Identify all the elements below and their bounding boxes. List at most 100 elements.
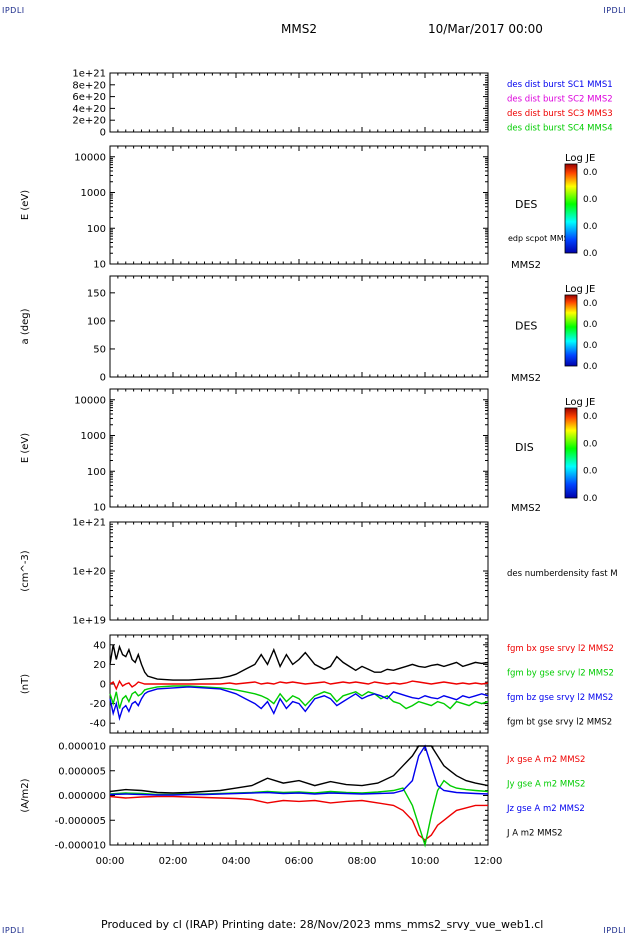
colorbar-tick-label: 0.0 <box>583 439 598 449</box>
panel-frame <box>109 275 489 378</box>
y-tick-label: 0 <box>100 373 106 384</box>
x-tick-label: 10:00 <box>411 856 440 867</box>
x-tick-label: 04:00 <box>222 856 251 867</box>
y-tick-label: -0.000010 <box>55 841 106 852</box>
instrument-label: DES <box>515 320 537 333</box>
series-line-1 <box>109 679 489 691</box>
colorbar <box>564 407 578 499</box>
y-axis-label: a (deg) <box>20 308 31 344</box>
spacecraft-label: MMS2 <box>511 503 541 514</box>
series-legend-label: Jx gse A m2 MMS2 <box>506 755 585 765</box>
y-tick-label: 10000 <box>74 395 106 406</box>
y-tick-label: -0.000005 <box>55 816 106 827</box>
corner-label-bottom-left: IPDLI <box>2 926 25 935</box>
instrument-label: DIS <box>515 441 534 454</box>
spacecraft-label: MMS2 <box>511 373 541 384</box>
colorbar <box>564 163 578 254</box>
colorbar-tick-label: 0.0 <box>583 362 598 372</box>
x-tick-label: 06:00 <box>285 856 314 867</box>
series-legend-label: fgm by gse srvy l2 MMS2 <box>507 669 614 679</box>
colorbar-tick-label: 0.0 <box>583 299 598 309</box>
overlay-label: edp scpot MMS2 <box>508 234 574 243</box>
y-tick-label: 1e+20 <box>72 567 106 578</box>
y-axis-label: (A/m2) <box>20 778 31 812</box>
y-tick-label: 100 <box>87 224 106 235</box>
series-legend-label: Jz gse A m2 MMS2 <box>506 804 585 814</box>
y-tick-label: -40 <box>90 719 106 730</box>
colorbar-tick-label: 0.0 <box>583 249 598 259</box>
y-tick-label: 150 <box>87 288 106 299</box>
panel-frame <box>109 388 489 508</box>
y-tick-label: 50 <box>93 344 106 355</box>
panel-4: 10000 1000 100 10 E (eV) DIS MMS2 Log JE 0.0 0.0 0… <box>20 388 598 514</box>
series-legend-label: fgm bz gse srvy l2 MMS2 <box>507 693 613 703</box>
panel-2: 10000 1000 100 10 E (eV) DES edp scpot MMS2 MMS… <box>20 145 598 271</box>
panel-legend-label: des numberdensity fast M <box>507 569 618 579</box>
series-legend-label: fgm bx gse srvy l2 MMS2 <box>507 644 614 654</box>
colorbar-tick-label: 0.0 <box>583 320 598 330</box>
panel-legend-label: des dist burst SC2 MMS2 <box>507 95 613 105</box>
colorbar-tick-label: 0.0 <box>583 341 598 351</box>
colorbar-title: Log JE <box>565 153 595 164</box>
panel-legend-label: des dist burst SC1 MMS1 <box>507 80 613 90</box>
series-line-4 <box>109 644 489 681</box>
y-axis-label: (nT) <box>20 674 31 694</box>
x-tick-label: 00:00 <box>96 856 125 867</box>
panel-frame <box>109 145 489 265</box>
y-tick-label: 10000 <box>74 152 106 163</box>
panel-6: 40 20 0 -20 -40 (nT) fgm bx gse srvy l2 MMS2 fg… <box>20 634 614 734</box>
y-tick-label: 100 <box>87 316 106 327</box>
series-legend-label: J A m2 MMS2 <box>506 829 563 839</box>
y-tick-label: 2e+20 <box>72 116 106 127</box>
date-title: 10/Mar/2017 00:00 <box>428 22 543 36</box>
y-tick-label: 4e+20 <box>72 104 106 115</box>
y-tick-label: 20 <box>93 660 106 671</box>
series-line-4 <box>109 745 489 794</box>
y-tick-label: 100 <box>87 467 106 478</box>
corner-label-bottom-right: IPDLI <box>603 926 626 935</box>
series-legend-label: fgm bt gse srvy l2 MMS2 <box>507 718 612 728</box>
y-tick-label: 10 <box>93 503 106 514</box>
series-line-1 <box>109 795 488 841</box>
spacecraft-label: MMS2 <box>511 260 541 271</box>
y-tick-label: 0.000010 <box>58 742 106 753</box>
panel-legend-label: des dist burst SC4 MMS4 <box>507 124 613 134</box>
y-tick-label: 0.000005 <box>58 766 106 777</box>
colorbar-tick-label: 0.0 <box>583 222 598 232</box>
series-line-3 <box>109 744 489 796</box>
y-tick-label: 1000 <box>81 431 106 442</box>
colorbar-tick-label: 0.0 <box>583 494 598 504</box>
series-line-3 <box>109 686 489 722</box>
y-tick-label: 0.000000 <box>58 791 106 802</box>
series-line-2 <box>109 685 489 710</box>
panel-legend-label: des dist burst SC3 MMS3 <box>507 109 613 119</box>
panel-frame <box>109 521 489 621</box>
y-tick-label: 40 <box>93 640 106 651</box>
panel-5: 1e+21 1e+20 1e+19 (cm^-3) des numberdensity … <box>20 518 618 627</box>
y-tick-label: -20 <box>90 699 106 710</box>
y-tick-label: 1e+21 <box>72 69 106 80</box>
y-tick-label: 0 <box>100 680 106 691</box>
series-legend-label: Jy gse A m2 MMS2 <box>506 780 585 790</box>
panel-3: 150 100 50 0 a (deg) DES MMS2 Log JE 0.0 0.0 0.0 0.… <box>20 275 598 384</box>
y-tick-label: 1000 <box>81 188 106 199</box>
colorbar-title: Log JE <box>565 284 595 295</box>
colorbar-tick-label: 0.0 <box>583 412 598 422</box>
y-axis-label: E (eV) <box>20 433 31 463</box>
corner-label-top-left: IPDLI <box>2 6 25 15</box>
colorbar <box>564 294 578 367</box>
y-tick-label: 10 <box>93 260 106 271</box>
colorbar-tick-label: 0.0 <box>583 168 598 178</box>
footer-credit: Produced by cl (IRAP) Printing date: 28/… <box>101 918 544 931</box>
colorbar-tick-label: 0.0 <box>583 195 598 205</box>
panel-frame <box>109 72 489 133</box>
colorbar-title: Log JE <box>565 397 595 408</box>
y-tick-label: 1e+19 <box>72 616 106 627</box>
colorbar-tick-label: 0.0 <box>583 467 598 477</box>
x-tick-label: 12:00 <box>474 856 503 867</box>
y-tick-label: 1e+21 <box>72 518 106 529</box>
x-tick-label: 08:00 <box>348 856 377 867</box>
